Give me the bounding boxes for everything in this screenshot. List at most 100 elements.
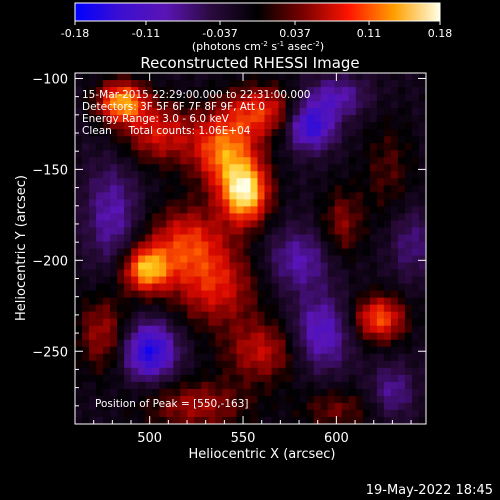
heatmap-cell — [250, 157, 258, 165]
heatmap-cell — [250, 150, 258, 158]
heatmap-cell — [166, 248, 174, 256]
heatmap-cell — [208, 101, 216, 109]
heatmap-cell — [313, 136, 321, 144]
heatmap-cell — [236, 206, 244, 214]
heatmap-cell — [180, 192, 188, 200]
heatmap-cell — [229, 213, 237, 221]
heatmap-cell — [82, 122, 90, 130]
heatmap-cell — [173, 381, 181, 390]
heatmap-cell — [404, 374, 413, 383]
heatmap-cell — [299, 262, 307, 270]
heatmap-cell — [362, 241, 371, 249]
heatmap-cell — [341, 311, 350, 319]
heatmap-cell — [229, 108, 237, 116]
heatmap-cell — [397, 101, 406, 109]
heatmap-cell — [292, 94, 300, 102]
heatmap-cell — [229, 381, 237, 390]
heatmap-cell — [348, 325, 357, 334]
heatmap-cell — [124, 276, 132, 284]
heatmap-cell — [334, 269, 343, 277]
heatmap-cell — [215, 122, 223, 130]
heatmap-cell — [278, 136, 286, 144]
heatmap-cell — [152, 339, 160, 348]
heatmap-cell — [411, 241, 420, 249]
heatmap-cell — [103, 360, 111, 369]
heatmap-cell — [257, 171, 265, 179]
heatmap-cell — [229, 220, 237, 228]
heatmap-cell — [152, 234, 160, 242]
heatmap-cell — [348, 409, 357, 418]
heatmap-cell — [103, 206, 111, 214]
heatmap-cell — [397, 185, 406, 193]
heatmap-cell — [278, 241, 286, 249]
heatmap-cell — [250, 192, 258, 200]
heatmap-cell — [180, 367, 188, 376]
heatmap-cell — [194, 388, 202, 397]
heatmap-cell — [152, 290, 160, 298]
heatmap-cell — [299, 332, 307, 341]
heatmap-cell — [341, 213, 350, 221]
heatmap-cell — [306, 297, 314, 305]
heatmap-cell — [250, 185, 258, 193]
heatmap-cell — [166, 346, 174, 355]
heatmap-cell — [201, 325, 209, 334]
heatmap-cell — [341, 227, 350, 235]
heatmap-cell — [355, 234, 364, 242]
heatmap-cell — [355, 318, 364, 327]
heatmap-cell — [362, 80, 371, 88]
heatmap-cell — [236, 304, 244, 312]
heatmap-cell — [271, 213, 279, 221]
heatmap-cell — [369, 248, 378, 256]
heatmap-cell — [320, 353, 329, 362]
heatmap-cell — [334, 255, 343, 263]
heatmap-cell — [187, 332, 195, 341]
heatmap-cell — [145, 374, 153, 383]
heatmap-cell — [110, 276, 118, 284]
heatmap-cell — [292, 234, 300, 242]
heatmap-cell — [103, 311, 111, 319]
heatmap-cell — [131, 297, 139, 305]
heatmap-cell — [215, 367, 223, 376]
heatmap-cell — [341, 129, 350, 137]
heatmap-cell — [411, 409, 420, 418]
heatmap-cell — [243, 276, 251, 284]
heatmap-cell — [194, 150, 202, 158]
heatmap-cell — [82, 262, 90, 270]
heatmap-cell — [187, 339, 195, 348]
heatmap-cell — [404, 80, 413, 88]
heatmap-cell — [285, 178, 293, 186]
heatmap-cell — [229, 87, 237, 95]
heatmap-cell — [243, 409, 251, 418]
heatmap-cell — [257, 115, 265, 123]
heatmap-cell — [222, 241, 230, 249]
heatmap-cell — [187, 143, 195, 151]
heatmap-cell — [418, 353, 427, 362]
heatmap-cell — [390, 332, 399, 341]
heatmap-cell — [418, 409, 427, 418]
heatmap-cell — [229, 360, 237, 369]
heatmap-cell — [201, 157, 209, 165]
heatmap-cell — [194, 241, 202, 249]
heatmap-cell — [292, 115, 300, 123]
heatmap-cell — [306, 325, 314, 334]
heatmap-cell — [110, 234, 118, 242]
heatmap-cell — [222, 192, 230, 200]
heatmap-cell — [236, 374, 244, 383]
heatmap-cell — [138, 143, 146, 151]
heatmap-cell — [397, 129, 406, 137]
heatmap-cell — [355, 283, 364, 291]
heatmap-cell — [152, 248, 160, 256]
heatmap-cell — [222, 409, 230, 418]
heatmap-cell — [187, 360, 195, 369]
heatmap-cell — [404, 108, 413, 116]
heatmap-cell — [152, 395, 160, 404]
heatmap-cell — [110, 346, 118, 355]
heatmap-cell — [313, 276, 321, 284]
heatmap-cell — [173, 388, 181, 397]
heatmap-cell — [341, 360, 350, 369]
heatmap-cell — [138, 290, 146, 298]
heatmap-cell — [103, 283, 111, 291]
heatmap-cell — [117, 402, 125, 411]
heatmap-cell — [110, 241, 118, 249]
heatmap-cell — [131, 269, 139, 277]
